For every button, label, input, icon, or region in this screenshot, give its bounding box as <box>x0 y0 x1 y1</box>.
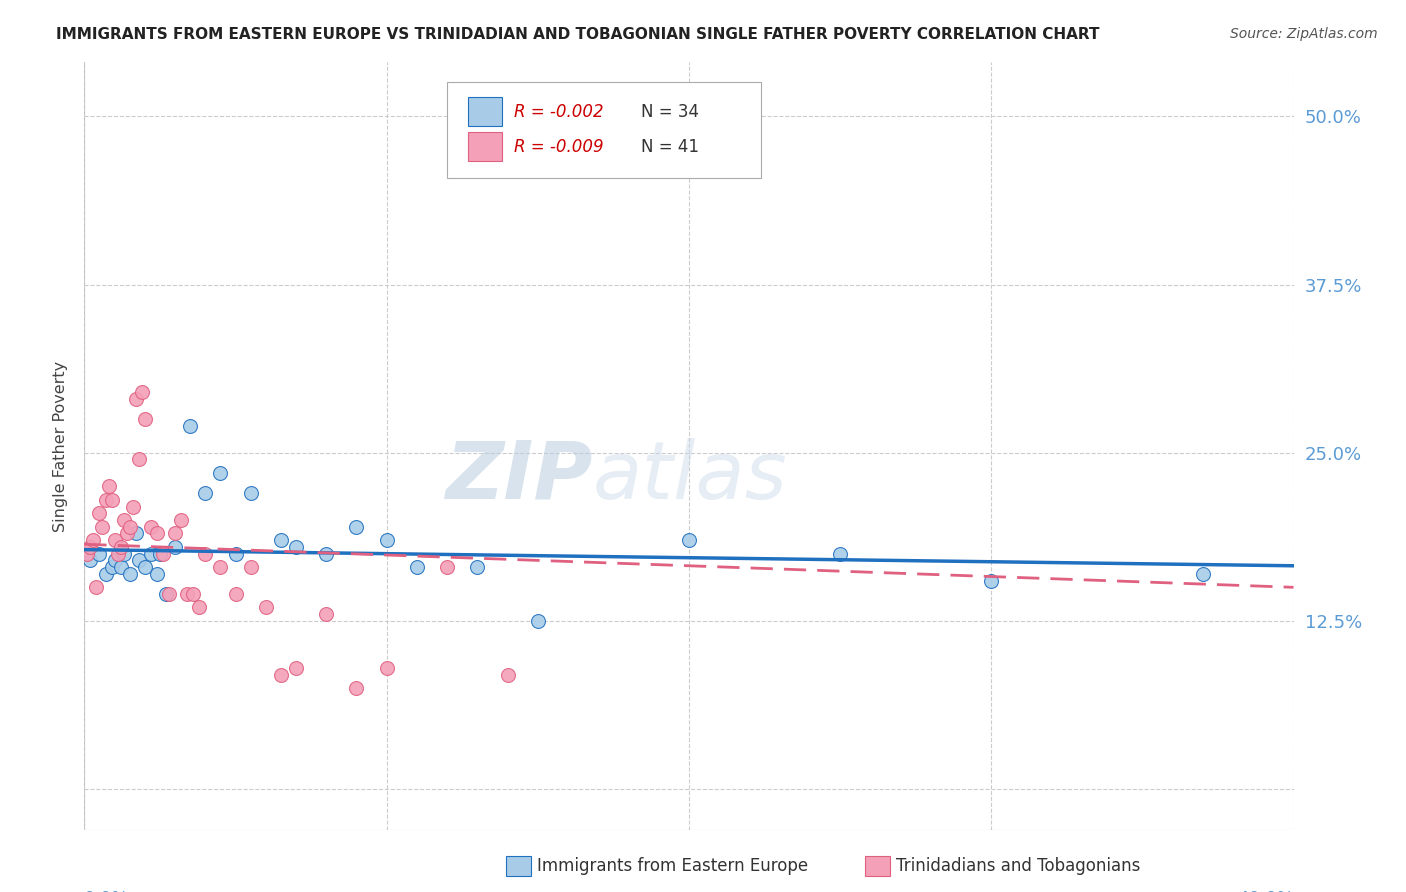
Text: Source: ZipAtlas.com: Source: ZipAtlas.com <box>1230 27 1378 41</box>
Point <box>270 667 292 681</box>
Point <box>157 587 180 601</box>
Point <box>155 587 177 601</box>
Point <box>165 540 187 554</box>
Bar <box>468 97 502 126</box>
Point <box>254 600 277 615</box>
Point <box>406 560 429 574</box>
Point <box>209 560 232 574</box>
FancyBboxPatch shape <box>447 81 762 178</box>
Point <box>89 506 111 520</box>
Point <box>165 526 187 541</box>
Point <box>527 614 550 628</box>
Point <box>346 520 368 534</box>
Point <box>467 560 489 574</box>
Point <box>239 560 262 574</box>
Point <box>107 547 129 561</box>
Point <box>110 540 132 554</box>
Point <box>436 560 458 574</box>
Text: Trinidadians and Tobagonians: Trinidadians and Tobagonians <box>896 857 1140 875</box>
Point <box>1192 566 1215 581</box>
Point <box>128 452 150 467</box>
Point <box>110 560 132 574</box>
Point <box>176 587 198 601</box>
Point <box>496 667 519 681</box>
Point <box>194 486 217 500</box>
Text: N = 41: N = 41 <box>641 138 699 156</box>
Point <box>179 418 201 433</box>
Point <box>194 547 217 561</box>
Point <box>100 560 122 574</box>
Point <box>118 520 141 534</box>
Point <box>79 540 101 554</box>
Point <box>225 547 247 561</box>
Point <box>188 600 211 615</box>
Point <box>285 661 308 675</box>
Point <box>270 533 292 548</box>
Point <box>86 580 108 594</box>
Point <box>346 681 368 696</box>
Point <box>100 492 122 507</box>
Point <box>980 574 1002 588</box>
Point <box>131 385 153 400</box>
Point <box>118 566 141 581</box>
Text: atlas: atlas <box>592 438 787 516</box>
Point <box>678 533 700 548</box>
Point <box>139 520 162 534</box>
Bar <box>468 132 502 161</box>
Point <box>315 547 337 561</box>
Text: N = 34: N = 34 <box>641 103 699 120</box>
Point <box>76 547 98 561</box>
Point <box>104 533 127 548</box>
Text: 40.0%: 40.0% <box>1237 890 1294 892</box>
Point <box>79 553 101 567</box>
Point <box>181 587 204 601</box>
Point <box>134 560 156 574</box>
Point <box>112 547 135 561</box>
Point <box>94 566 117 581</box>
Point <box>152 547 174 561</box>
Point <box>209 466 232 480</box>
Point <box>170 513 193 527</box>
Y-axis label: Single Father Poverty: Single Father Poverty <box>53 360 69 532</box>
Point <box>125 526 148 541</box>
Point <box>128 553 150 567</box>
Point <box>82 533 104 548</box>
Point <box>139 547 162 561</box>
Point <box>375 533 398 548</box>
Point <box>121 500 143 514</box>
Point <box>97 479 120 493</box>
Point <box>134 412 156 426</box>
Text: 0.0%: 0.0% <box>84 890 129 892</box>
Point <box>149 547 172 561</box>
Point <box>115 526 138 541</box>
Point <box>315 607 337 622</box>
Point <box>89 547 111 561</box>
Point <box>830 547 852 561</box>
Point <box>375 661 398 675</box>
Point <box>225 587 247 601</box>
Text: R = -0.002: R = -0.002 <box>513 103 603 120</box>
Text: ZIP: ZIP <box>444 438 592 516</box>
Point <box>239 486 262 500</box>
Point <box>112 513 135 527</box>
Point <box>146 566 169 581</box>
Point <box>94 492 117 507</box>
Text: IMMIGRANTS FROM EASTERN EUROPE VS TRINIDADIAN AND TOBAGONIAN SINGLE FATHER POVER: IMMIGRANTS FROM EASTERN EUROPE VS TRINID… <box>56 27 1099 42</box>
Point <box>125 392 148 406</box>
Point <box>91 520 114 534</box>
Point <box>146 526 169 541</box>
Text: R = -0.009: R = -0.009 <box>513 138 603 156</box>
Text: Immigrants from Eastern Europe: Immigrants from Eastern Europe <box>537 857 808 875</box>
Point <box>104 553 127 567</box>
Point <box>285 540 308 554</box>
